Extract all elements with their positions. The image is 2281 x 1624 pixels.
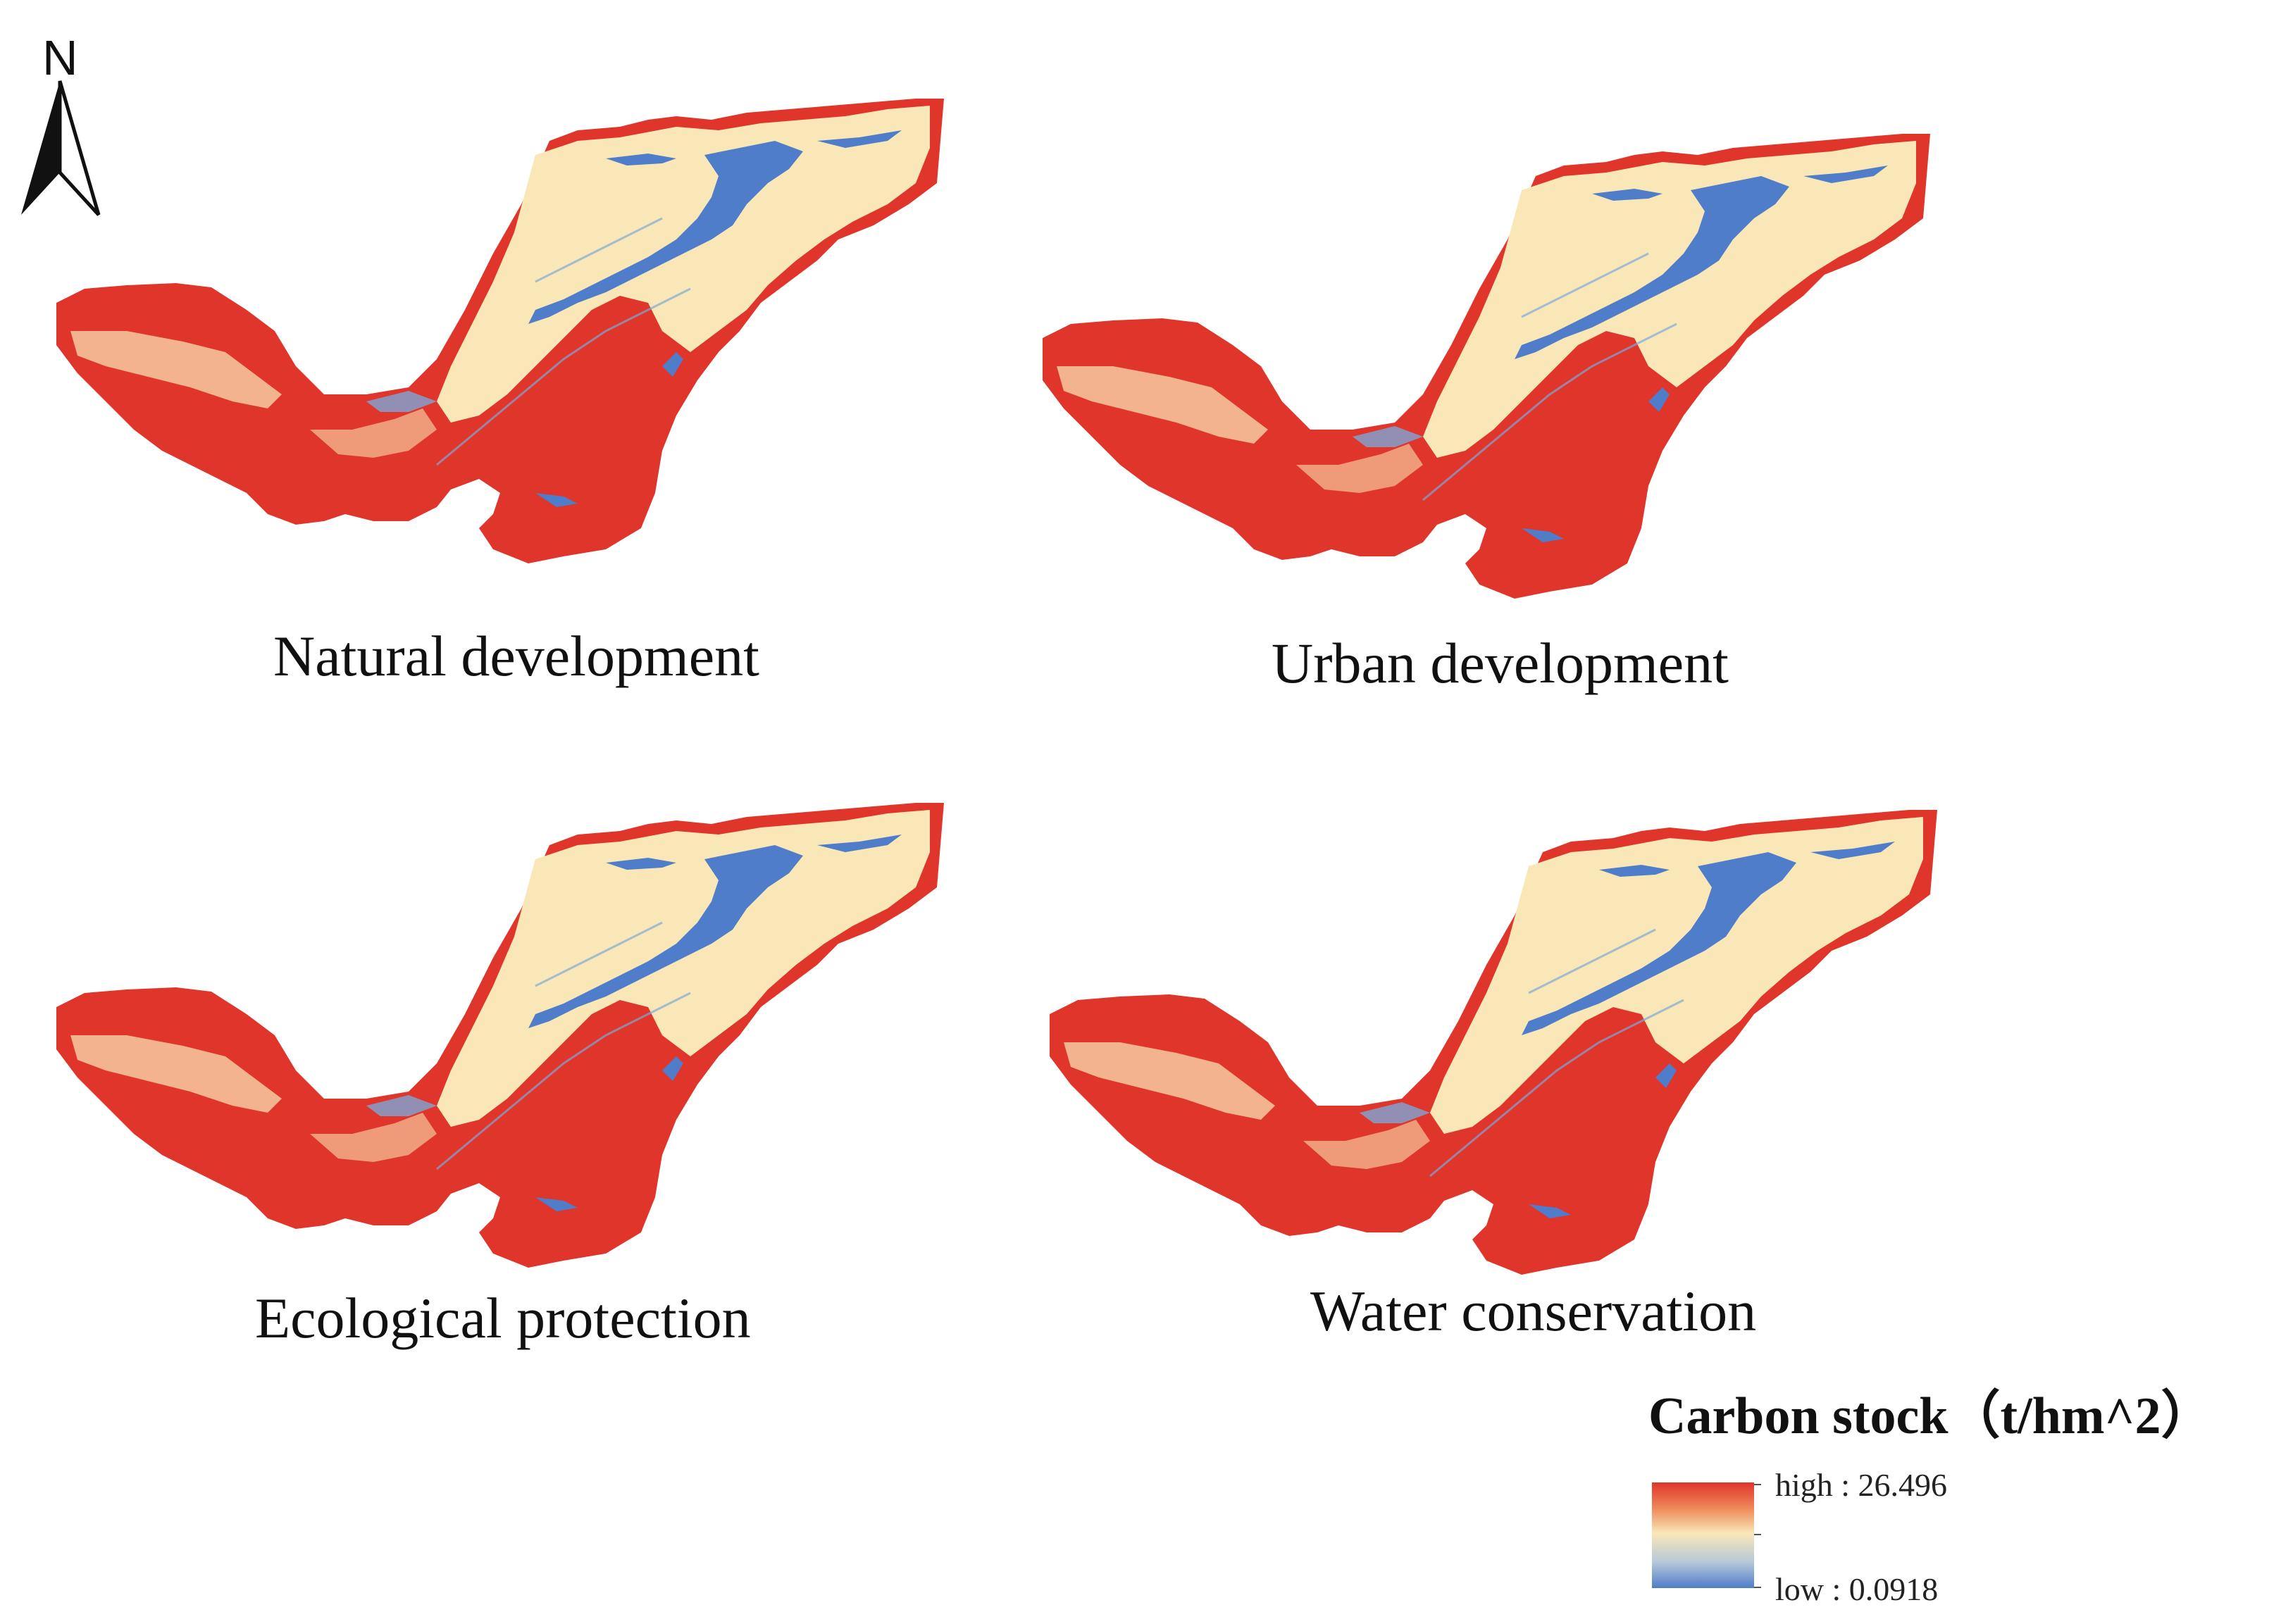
panel-caption-urban: Urban development	[1272, 631, 1729, 695]
legend-tick-low	[1754, 1587, 1761, 1588]
map-water-conservation-image	[1048, 810, 1939, 1276]
map-urban-development-image	[1041, 134, 1932, 600]
map-ecological-protection	[42, 803, 958, 1296]
map-ecological-protection-image	[55, 803, 945, 1269]
legend-color-ramp	[1652, 1482, 1754, 1588]
legend-tick-mid	[1754, 1534, 1761, 1535]
legend-low-label: low : 0.0918	[1775, 1571, 1939, 1607]
north-arrow: N	[14, 14, 106, 218]
map-natural-development	[42, 99, 958, 592]
panel-caption-ecological: Ecological protection	[255, 1286, 751, 1350]
panel-caption-natural: Natural development	[273, 624, 759, 688]
legend-high-label: high : 26.496	[1775, 1467, 1948, 1503]
map-urban-development	[1028, 134, 1944, 627]
north-arrow-icon	[21, 80, 101, 216]
north-arrow-label: N	[42, 30, 78, 85]
legend-tick-high	[1754, 1484, 1761, 1485]
legend-title: Carbon stock（t/hm^2）	[1648, 1387, 2213, 1445]
panel-caption-water: Water conservation	[1310, 1279, 1757, 1343]
map-water-conservation	[1036, 810, 1951, 1303]
map-natural-development-image	[55, 99, 945, 565]
